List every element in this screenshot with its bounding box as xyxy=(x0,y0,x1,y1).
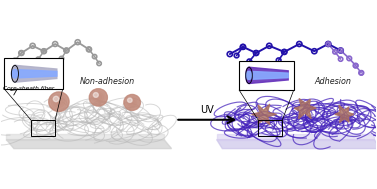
Polygon shape xyxy=(6,134,164,140)
Polygon shape xyxy=(217,140,377,149)
Circle shape xyxy=(93,93,98,97)
Polygon shape xyxy=(15,70,57,78)
Bar xyxy=(31,120,55,136)
Text: Adhesion: Adhesion xyxy=(315,77,352,86)
Polygon shape xyxy=(249,67,288,84)
Circle shape xyxy=(89,89,107,106)
Circle shape xyxy=(124,94,140,110)
Circle shape xyxy=(130,101,134,104)
Polygon shape xyxy=(15,65,57,82)
Circle shape xyxy=(127,98,132,102)
Text: UV: UV xyxy=(201,105,214,115)
Circle shape xyxy=(95,94,102,101)
Circle shape xyxy=(49,92,69,112)
FancyBboxPatch shape xyxy=(239,61,294,90)
Circle shape xyxy=(126,96,139,109)
Polygon shape xyxy=(249,71,288,79)
Text: Core-sheath fiber: Core-sheath fiber xyxy=(3,86,54,91)
Polygon shape xyxy=(294,98,316,119)
Ellipse shape xyxy=(246,71,252,79)
Circle shape xyxy=(53,96,59,102)
Circle shape xyxy=(89,89,107,106)
Polygon shape xyxy=(6,140,172,149)
Ellipse shape xyxy=(11,65,18,82)
Polygon shape xyxy=(335,105,354,122)
Polygon shape xyxy=(252,104,276,125)
Text: Non-adhesion: Non-adhesion xyxy=(80,77,135,86)
Ellipse shape xyxy=(11,70,18,78)
Circle shape xyxy=(91,91,106,104)
Polygon shape xyxy=(217,134,374,140)
Circle shape xyxy=(93,92,104,103)
Circle shape xyxy=(129,99,135,106)
Circle shape xyxy=(53,96,65,108)
Bar xyxy=(258,120,282,136)
Circle shape xyxy=(51,94,67,109)
Circle shape xyxy=(55,98,63,106)
Circle shape xyxy=(124,94,140,110)
FancyBboxPatch shape xyxy=(5,58,63,89)
Circle shape xyxy=(57,100,61,104)
Circle shape xyxy=(127,98,137,107)
Circle shape xyxy=(49,92,69,112)
Circle shape xyxy=(97,96,100,99)
Ellipse shape xyxy=(246,67,252,84)
